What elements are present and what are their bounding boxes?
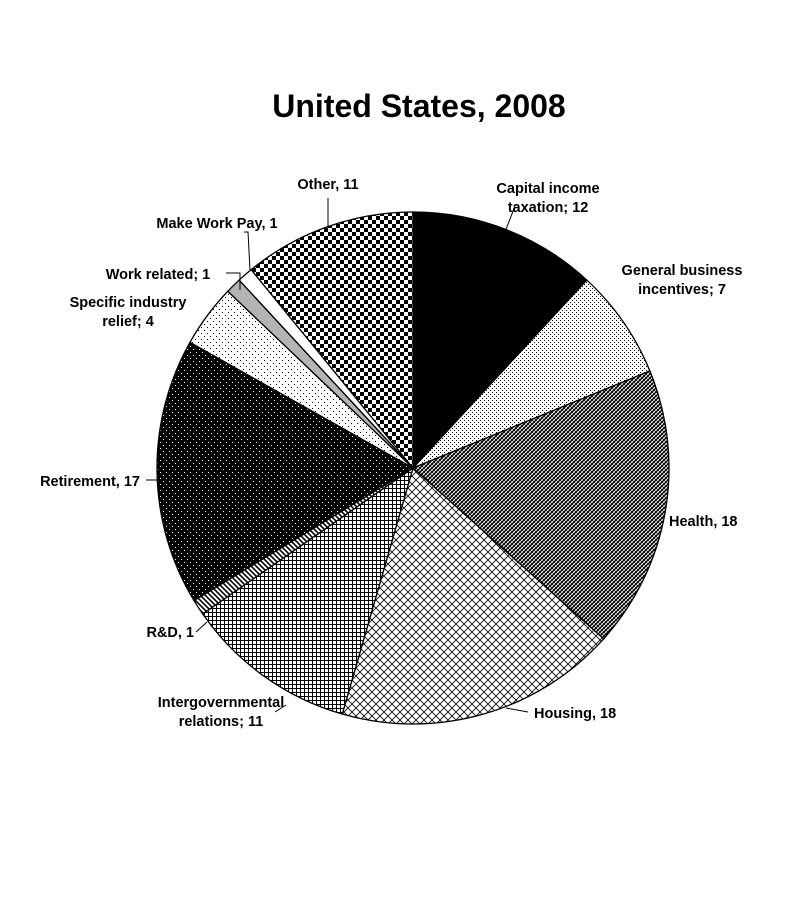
slice-label-randd: R&D, 1 [146, 625, 194, 641]
slice-label-retirement: Retirement, 17 [40, 474, 140, 490]
slice-label-line: Intergovernmental [158, 695, 285, 711]
leader-line-make-work-pay [244, 231, 251, 271]
slice-label-line: Capital income [496, 181, 599, 197]
slice-label-specific-industry-relief: Specific industry relief; 4 [70, 295, 187, 330]
slice-label-capital-income-taxation: Capital income taxation; 12 [496, 181, 599, 216]
leader-line-intergovernmental-relations [274, 704, 287, 713]
slice-label-line: Make Work Pay, 1 [156, 216, 277, 232]
leader-line-work-related [226, 272, 241, 290]
slice-label-make-work-pay: Make Work Pay, 1 [156, 216, 277, 232]
pie-slice-health [411, 370, 670, 640]
slice-label-other: Other, 11 [297, 177, 358, 193]
slice-label-line: General business [622, 263, 743, 279]
chart-title: United States, 2008 [272, 88, 566, 124]
leader-line-capital-income-taxation [504, 205, 516, 233]
slice-label-line: relations; 11 [179, 714, 264, 730]
slice-label-line: Housing, 18 [534, 706, 616, 722]
pie-slice-intergovernmental-relations [201, 466, 415, 715]
slice-label-line: Work related; 1 [106, 267, 211, 283]
slice-label-work-related: Work related; 1 [106, 267, 211, 283]
slice-label-line: Retirement, 17 [40, 474, 140, 490]
pie-slice-housing [341, 466, 605, 725]
slice-label-line: Specific industry [70, 295, 187, 311]
leader-line-randd [195, 621, 208, 633]
slice-label-line: relief; 4 [102, 314, 154, 330]
slice-label-general-business-incentives: General business incentives; 7 [622, 263, 743, 298]
slice-label-line: Other, 11 [297, 177, 358, 193]
slice-label-line: Health, 18 [669, 514, 738, 530]
slice-label-line: R&D, 1 [146, 625, 194, 641]
pie-slice-retirement [156, 341, 415, 602]
pie-slice-other [250, 211, 414, 470]
leader-line-housing [505, 707, 529, 713]
slice-label-health: Health, 18 [669, 514, 738, 530]
slice-label-housing: Housing, 18 [534, 706, 616, 722]
slice-label-intergovernmental-relations: Intergovernmental relations; 11 [158, 695, 285, 730]
slice-label-line: taxation; 12 [508, 200, 589, 216]
slice-label-line: incentives; 7 [638, 282, 726, 298]
pie-slice-general-business-incentives [412, 279, 651, 469]
